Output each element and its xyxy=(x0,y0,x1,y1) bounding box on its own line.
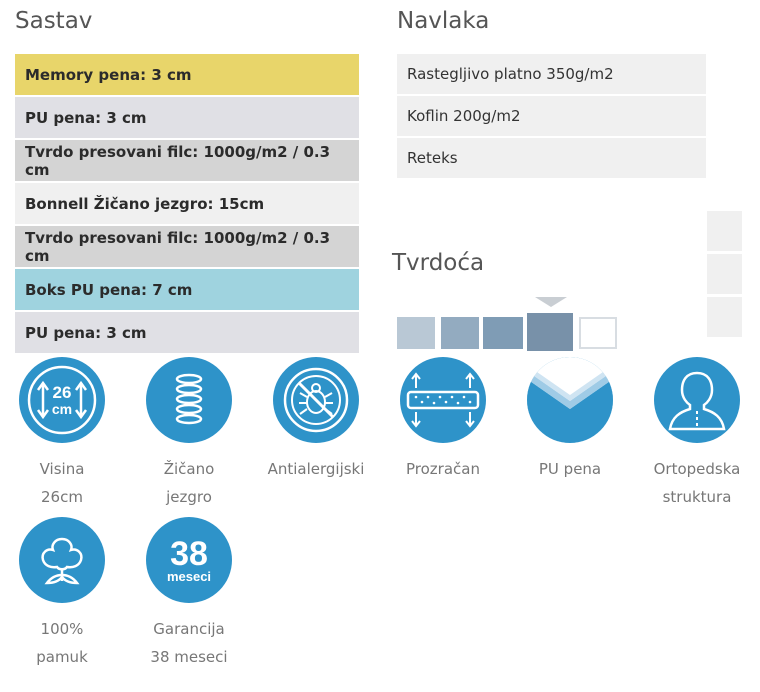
cover-list: Rastegljivo platno 350g/m2 Koflin 200g/m… xyxy=(397,54,706,180)
feature-label: Antialergijski xyxy=(256,455,376,483)
orthopedic-icon xyxy=(654,357,740,443)
cover-item-label: Reteks xyxy=(407,149,458,167)
feature-label-text: Antialergijski xyxy=(267,460,365,478)
hardness-scale xyxy=(397,309,627,355)
badge-number: 26 xyxy=(53,383,72,402)
feature-label: Visina 26cm xyxy=(27,455,97,511)
cover-item-label: Koflin 200g/m2 xyxy=(407,107,521,125)
feature-label: Garancija 38 meseci xyxy=(149,615,229,671)
tvrdoca-title: Tvrdoća xyxy=(392,250,485,276)
hardness-level-2 xyxy=(441,317,479,349)
feature-label-text: Garancija 38 meseci xyxy=(150,620,228,666)
cover-item: Reteks xyxy=(397,138,706,178)
feature-height: 26 cm Visina 26cm xyxy=(2,357,122,511)
cotton-icon xyxy=(19,517,105,603)
side-box xyxy=(707,254,742,294)
selected-level-indicator-icon xyxy=(535,297,567,307)
layer-label: PU pena: 3 cm xyxy=(25,323,147,342)
feature-label: Žičano jezgro xyxy=(149,455,229,511)
cover-item: Rastegljivo platno 350g/m2 xyxy=(397,54,706,94)
composition-list: Memory pena: 3 cm PU pena: 3 cm Tvrdo pr… xyxy=(15,54,359,355)
feature-orthopedic: Ortopedska struktura xyxy=(637,357,757,511)
side-boxes xyxy=(707,211,742,340)
feature-label: Prozračan xyxy=(383,455,503,483)
composition-layer: Bonnell Žičano jezgro: 15cm xyxy=(15,183,359,224)
warranty-38-icon: 38 meseci xyxy=(146,517,232,603)
feature-antiallergy: Antialergijski xyxy=(256,357,376,483)
badge-unit: cm xyxy=(52,401,72,417)
feature-label: 100% pamuk xyxy=(32,615,92,671)
feature-label: Ortopedska struktura xyxy=(652,455,742,511)
pu-foam-icon xyxy=(527,357,613,443)
composition-layer: Boks PU pena: 7 cm xyxy=(15,269,359,310)
layer-label: Tvrdo presovani filc: 1000g/m2 / 0.3 cm xyxy=(25,228,331,265)
feature-warranty: 38 meseci Garancija 38 meseci xyxy=(129,517,249,671)
composition-layer: Tvrdo presovani filc: 1000g/m2 / 0.3 cm xyxy=(15,226,359,267)
feature-label-text: Ortopedska struktura xyxy=(653,460,741,506)
feature-label-text: 100% pamuk xyxy=(36,620,88,666)
breathable-icon xyxy=(400,357,486,443)
feature-label-text: PU pena xyxy=(538,460,602,478)
layer-label: Bonnell Žičano jezgro: 15cm xyxy=(25,194,265,213)
hardness-level-4 xyxy=(527,313,573,351)
badge-number: 38 xyxy=(170,535,208,573)
cover-item: Koflin 200g/m2 xyxy=(397,96,706,136)
feature-spring-core: Žičano jezgro xyxy=(129,357,249,511)
anti-allergy-icon xyxy=(273,357,359,443)
feature-label: PU pena xyxy=(510,455,630,483)
composition-layer: Tvrdo presovani filc: 1000g/m2 / 0.3 cm xyxy=(15,140,359,181)
feature-pu-foam: PU pena xyxy=(510,357,630,483)
composition-layer: PU pena: 3 cm xyxy=(15,97,359,138)
layer-label: PU pena: 3 cm xyxy=(25,108,147,127)
layer-label: Tvrdo presovani filc: 1000g/m2 / 0.3 cm xyxy=(25,142,331,179)
cover-item-label: Rastegljivo platno 350g/m2 xyxy=(407,65,614,83)
composition-layer: Memory pena: 3 cm xyxy=(15,54,359,95)
feature-breathable: Prozračan xyxy=(383,357,503,483)
navlaka-title: Navlaka xyxy=(397,8,490,34)
feature-label-text: Visina 26cm xyxy=(39,460,85,506)
feature-label-text: Prozračan xyxy=(406,460,480,478)
feature-label-text: Žičano jezgro xyxy=(163,460,215,506)
hardness-level-1 xyxy=(397,317,435,349)
side-box xyxy=(707,297,742,337)
spring-core-icon xyxy=(146,357,232,443)
badge-unit: meseci xyxy=(167,569,211,584)
side-box xyxy=(707,211,742,251)
layer-label: Memory pena: 3 cm xyxy=(25,65,192,84)
composition-layer: PU pena: 3 cm xyxy=(15,312,359,353)
hardness-level-5 xyxy=(579,317,617,349)
height-26cm-icon: 26 cm xyxy=(19,357,105,443)
sastav-title: Sastav xyxy=(15,8,93,34)
layer-label: Boks PU pena: 7 cm xyxy=(25,280,193,299)
hardness-level-3 xyxy=(483,317,523,349)
feature-cotton: 100% pamuk xyxy=(2,517,122,671)
